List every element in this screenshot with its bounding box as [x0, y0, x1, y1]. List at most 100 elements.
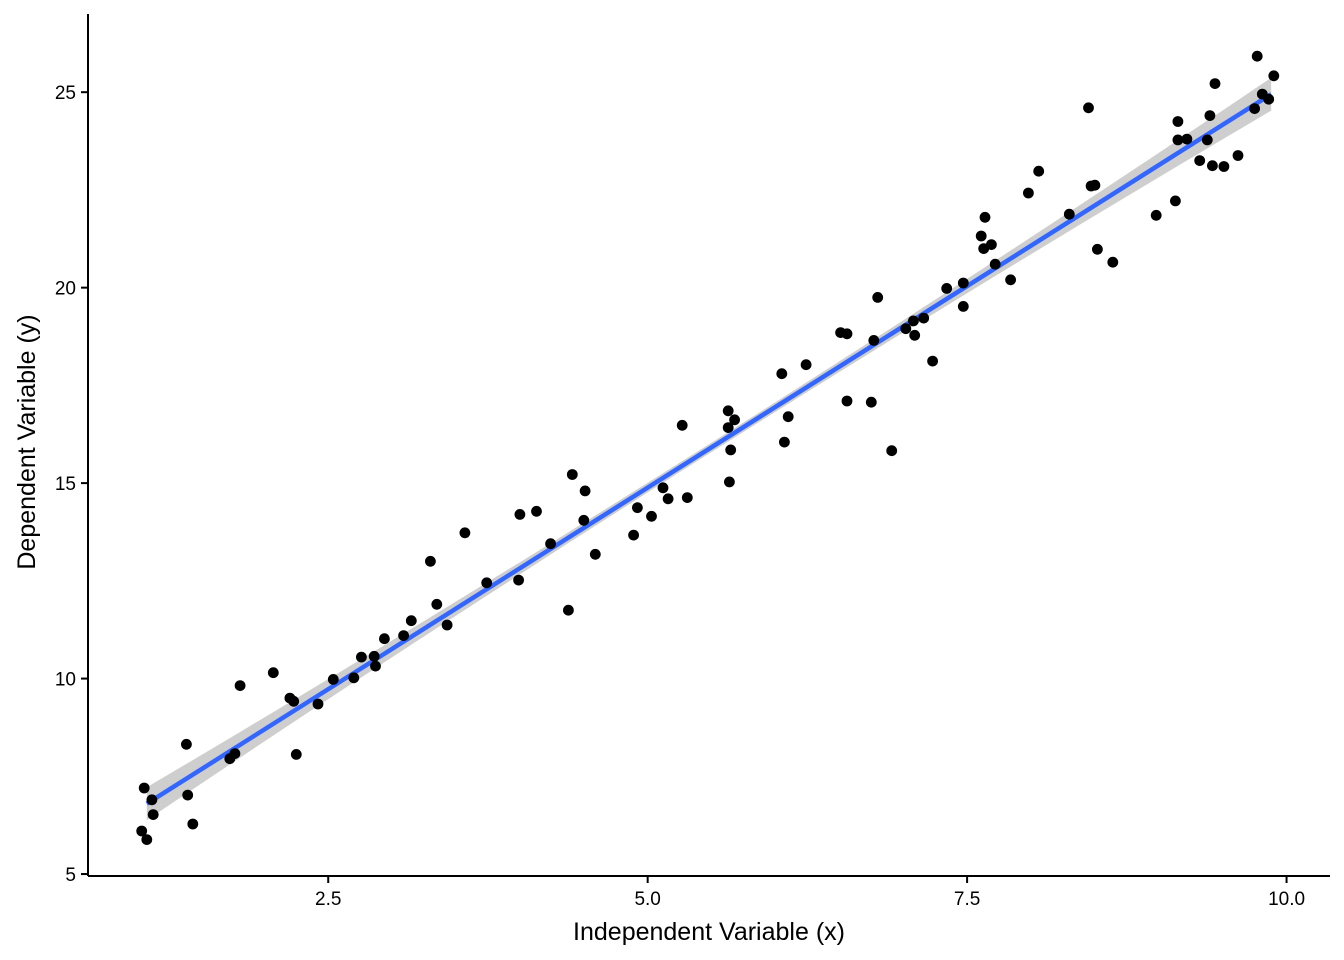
data-point [147, 809, 159, 820]
data-point [1207, 160, 1218, 172]
data-point [724, 476, 735, 488]
data-point [1232, 150, 1244, 161]
data-point [646, 510, 657, 522]
data-point [729, 414, 740, 426]
y-axis-title: Dependent Variable (y) [13, 314, 41, 569]
data-point [800, 359, 812, 371]
data-point [1263, 93, 1275, 105]
data-point [182, 789, 194, 801]
data-point [1194, 155, 1206, 167]
data-point [1249, 103, 1260, 114]
data-point [632, 502, 643, 514]
data-point [975, 230, 987, 242]
data-point [1063, 208, 1075, 220]
y-tick-label: 5 [65, 865, 76, 886]
data-point [918, 312, 930, 324]
data-point [1005, 274, 1016, 286]
x-tick-label: 5.0 [634, 889, 660, 910]
data-point [425, 555, 436, 567]
data-point [589, 548, 601, 560]
data-point [1089, 179, 1101, 191]
data-point [356, 651, 367, 663]
data-point [900, 323, 912, 335]
data-point [1251, 50, 1263, 62]
data-point [578, 514, 590, 526]
data-point [957, 277, 969, 289]
x-axis-title: Independent Variable (x) [573, 918, 845, 946]
data-point [657, 482, 669, 494]
data-point [989, 258, 1001, 270]
data-point [405, 615, 417, 627]
data-point [267, 667, 279, 679]
data-point [136, 825, 148, 837]
data-point [986, 239, 997, 251]
data-point [1023, 187, 1034, 199]
data-point [779, 436, 790, 448]
data-point [909, 329, 921, 341]
data-point [563, 604, 574, 616]
data-point [481, 577, 493, 589]
data-point [927, 355, 938, 367]
data-point [662, 493, 674, 505]
data-point [872, 292, 884, 303]
data-point [545, 538, 556, 550]
x-tick-label: 10.0 [1268, 889, 1305, 910]
data-point [431, 598, 443, 610]
data-point [398, 630, 409, 641]
data-points-layer [136, 50, 1280, 845]
data-point [1092, 243, 1103, 255]
x-tick-label: 2.5 [315, 889, 341, 910]
data-point [841, 395, 853, 407]
y-tick-label: 10 [55, 670, 76, 691]
data-point [722, 405, 734, 417]
data-point [1181, 133, 1193, 145]
y-tick-label: 20 [55, 279, 76, 300]
data-point [327, 674, 339, 685]
data-point [628, 529, 639, 541]
data-point [379, 633, 390, 645]
data-point [776, 368, 788, 380]
data-point [1201, 134, 1213, 146]
data-point [370, 660, 381, 672]
data-point [681, 492, 693, 503]
data-point [782, 411, 794, 423]
data-point [722, 422, 734, 433]
data-point [579, 485, 591, 497]
data-point [676, 419, 688, 431]
data-point [513, 574, 524, 586]
data-point [187, 818, 199, 830]
data-point [1218, 161, 1230, 172]
data-point [1172, 116, 1184, 127]
data-point [229, 748, 241, 759]
data-point [566, 469, 578, 480]
fit-line-layer [145, 92, 1273, 806]
data-point [146, 794, 158, 806]
data-point [908, 315, 919, 327]
data-point [348, 672, 360, 684]
data-point [514, 509, 526, 520]
data-point [141, 834, 153, 845]
data-point [1204, 110, 1216, 121]
y-tick-label: 25 [55, 83, 76, 104]
axes-layer: 2.5 5.0 7.5 10.0 5 10 15 20 25 [55, 14, 1330, 910]
data-point [725, 444, 737, 456]
data-point [1268, 70, 1280, 82]
data-point [288, 695, 300, 707]
data-point [181, 738, 192, 750]
data-point [234, 680, 246, 691]
data-point [290, 749, 302, 760]
data-point [865, 396, 877, 408]
regression-fit-line [145, 92, 1273, 806]
data-point [1150, 209, 1162, 221]
data-point [1033, 165, 1045, 177]
data-point [1083, 102, 1094, 114]
data-point [979, 211, 991, 223]
x-tick-label: 7.5 [954, 889, 980, 910]
data-point [459, 527, 471, 539]
data-point [841, 328, 853, 340]
data-point [941, 283, 953, 294]
data-point [1107, 256, 1119, 268]
data-point [138, 782, 150, 794]
data-point [312, 698, 324, 710]
